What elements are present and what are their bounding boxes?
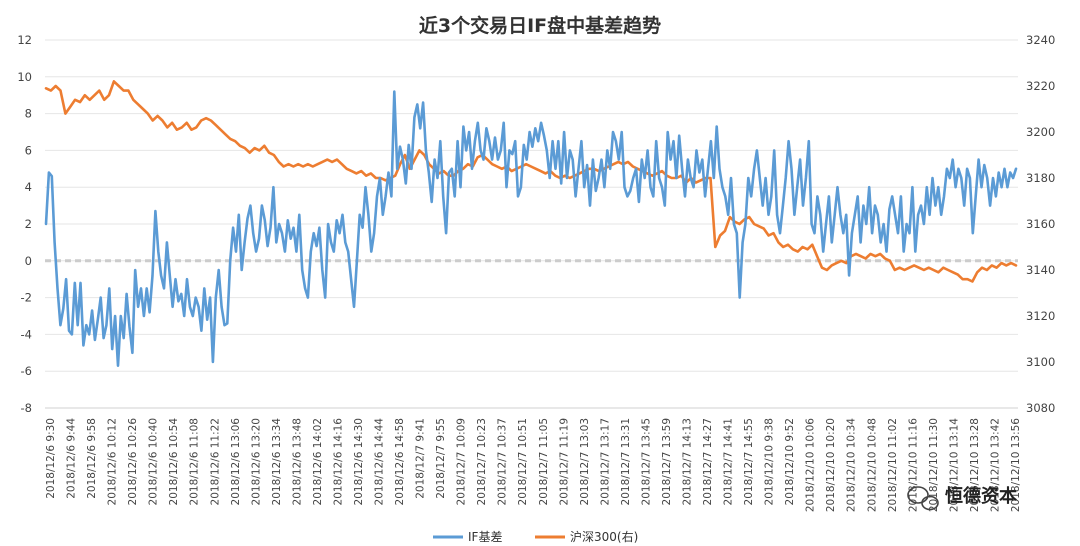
right-tick-label: 3120 [1026, 309, 1055, 323]
left-tick-label: -4 [21, 327, 32, 341]
left-tick-label: 4 [25, 180, 32, 194]
x-tick-label: 2018/12/6 13:06 [230, 418, 242, 506]
watermark: 恒德资本 [907, 485, 1017, 511]
x-tick-label: 2018/12/7 11:19 [558, 418, 570, 505]
right-tick-label: 3180 [1026, 171, 1055, 185]
x-tick-label: 2018/12/6 11:22 [209, 418, 221, 505]
x-tick-label: 2018/12/6 10:54 [168, 418, 180, 506]
x-tick-label: 2018/12/7 11:05 [538, 418, 550, 505]
left-tick-label: 2 [25, 217, 32, 231]
x-tick-label: 2018/12/6 13:48 [291, 418, 303, 505]
x-tick-label: 2018/12/6 14:58 [394, 418, 406, 505]
right-tick-label: 3140 [1026, 263, 1055, 277]
series-line-if-basis [44, 90, 1018, 368]
x-tick-label: 2018/12/6 10:12 [107, 418, 119, 505]
x-tick-label: 2018/12/10 13:42 [989, 418, 1001, 512]
left-tick-label: 6 [25, 143, 32, 157]
x-tick-label: 2018/12/6 9:58 [86, 418, 98, 499]
x-tick-label: 2018/12/10 9:38 [764, 418, 776, 505]
x-tick-label: 2018/12/7 9:41 [415, 418, 427, 499]
x-tick-label: 2018/12/7 14:55 [743, 418, 755, 505]
x-tick-label: 2018/12/10 10:06 [805, 418, 817, 512]
x-tick-label: 2018/12/6 14:16 [332, 418, 344, 506]
watermark-text: 恒德资本 [945, 485, 1017, 507]
x-tick-label: 2018/12/7 13:59 [661, 418, 673, 505]
gridlines [45, 39, 1018, 409]
x-tick-label: 2018/12/10 11:16 [907, 418, 919, 512]
x-tick-label: 2018/12/10 13:56 [1010, 418, 1022, 512]
left-tick-label: -8 [21, 401, 32, 415]
x-tick-label: 2018/12/7 14:13 [681, 418, 693, 505]
x-tick-label: 2018/12/7 10:23 [476, 418, 488, 505]
x-tick-label: 2018/12/6 9:44 [66, 418, 78, 499]
left-tick-label: 10 [17, 70, 32, 84]
left-tick-label: 12 [17, 33, 32, 47]
x-tick-label: 2018/12/7 13:45 [640, 418, 652, 505]
x-tick-label: 2018/12/6 9:30 [45, 418, 57, 499]
x-axis: 2018/12/6 9:30 2018/12/6 9:44 2018/12/6 9:… [45, 418, 1022, 512]
x-tick-label: 2018/12/7 10:51 [517, 418, 529, 505]
left-tick-label: 0 [25, 254, 32, 268]
wechat-logo-icon [907, 486, 939, 511]
x-tick-label: 2018/12/10 10:20 [825, 418, 837, 512]
right-tick-label: 3240 [1026, 33, 1055, 47]
x-tick-label: 2018/12/10 13:28 [969, 418, 981, 512]
x-tick-label: 2018/12/6 14:30 [353, 418, 365, 505]
right-tick-label: 3100 [1026, 355, 1055, 369]
left-tick-label: -2 [21, 291, 32, 305]
left-tick-label: 8 [25, 107, 32, 121]
x-tick-label: 2018/12/6 10:40 [148, 418, 160, 505]
x-tick-label: 2018/12/6 14:44 [374, 418, 386, 506]
series-lines [44, 80, 1018, 368]
x-tick-label: 2018/12/7 10:09 [456, 418, 468, 505]
right-tick-label: 3220 [1026, 79, 1055, 93]
left-tick-label: -6 [21, 364, 32, 378]
legend-label-csi300: 沪深300(右) [570, 529, 638, 544]
right-tick-label: 3200 [1026, 125, 1055, 139]
x-tick-label: 2018/12/7 14:41 [723, 418, 735, 505]
x-tick-label: 2018/12/7 9:55 [435, 418, 447, 499]
right-axis: 3240 3220 3200 3180 3160 3140 3120 3100 3080 [1026, 33, 1055, 415]
x-tick-label: 2018/12/10 10:48 [866, 418, 878, 512]
chart-title: 近3个交易日IF盘中基差趋势 [419, 14, 661, 37]
x-tick-label: 2018/12/7 10:37 [497, 418, 509, 505]
x-tick-label: 2018/12/10 11:02 [887, 418, 899, 512]
x-tick-label: 2018/12/10 10:34 [846, 418, 858, 512]
x-tick-label: 2018/12/10 9:52 [784, 418, 796, 505]
x-tick-label: 2018/12/6 11:08 [189, 418, 201, 505]
x-tick-label: 2018/12/7 13:03 [579, 418, 591, 505]
x-tick-label: 2018/12/10 11:30 [928, 418, 940, 512]
x-tick-label: 2018/12/10 13:14 [948, 418, 960, 512]
x-tick-label: 2018/12/6 13:34 [271, 418, 283, 506]
legend: IF基差 沪深300(右) [433, 529, 638, 544]
x-tick-label: 2018/12/7 13:17 [599, 418, 611, 505]
right-tick-label: 3160 [1026, 217, 1055, 231]
x-tick-label: 2018/12/6 13:20 [250, 418, 262, 505]
legend-label-if-basis: IF基差 [468, 530, 502, 544]
x-tick-label: 2018/12/7 13:31 [620, 418, 632, 505]
x-tick-label: 2018/12/6 10:26 [127, 418, 139, 506]
right-tick-label: 3080 [1026, 401, 1055, 415]
left-axis: 12 10 8 6 4 2 0 -2 -4 -6 -8 [17, 33, 32, 415]
x-tick-label: 2018/12/7 14:27 [702, 418, 714, 505]
x-tick-label: 2018/12/6 14:02 [312, 418, 324, 505]
series-line-csi300 [44, 80, 1018, 283]
